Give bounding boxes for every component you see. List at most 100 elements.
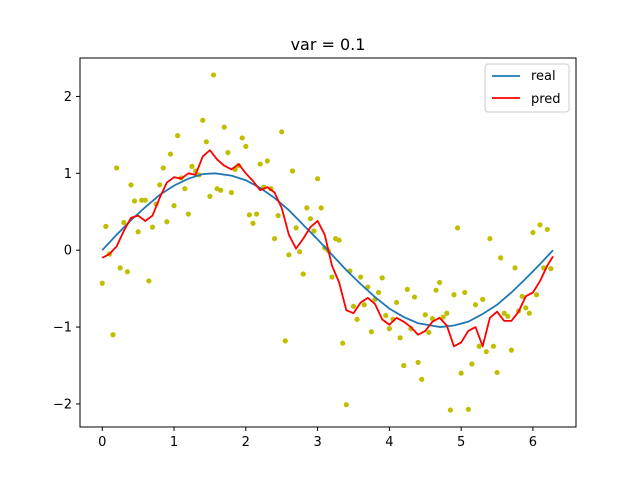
scatter-point bbox=[386, 326, 392, 332]
scatter-point bbox=[548, 266, 554, 272]
plot-frame bbox=[79, 57, 577, 428]
scatter-point bbox=[447, 407, 453, 413]
legend-label-pred: pred bbox=[531, 92, 561, 107]
scatter-point bbox=[519, 293, 525, 299]
scatter-point bbox=[149, 224, 156, 230]
scatter-point bbox=[142, 197, 148, 203]
scatter-point bbox=[523, 305, 529, 311]
scatter-point bbox=[257, 161, 263, 167]
scatter-point bbox=[297, 249, 303, 255]
scatter-point bbox=[469, 361, 475, 367]
scatter-point bbox=[437, 279, 443, 286]
scatter-point bbox=[480, 296, 486, 302]
y-tick-label: −1 bbox=[53, 321, 72, 336]
scatter-point bbox=[508, 347, 514, 353]
series-line-pred bbox=[101, 149, 554, 348]
scatter-point bbox=[103, 223, 109, 229]
scatter-point bbox=[289, 168, 296, 174]
scatter-point bbox=[210, 72, 217, 78]
scatter-point bbox=[318, 205, 324, 211]
scatter-point bbox=[454, 225, 461, 231]
scatter-point bbox=[415, 359, 421, 366]
scatter-point bbox=[505, 313, 511, 319]
scatter-point bbox=[99, 280, 105, 286]
scatter-point bbox=[494, 369, 500, 376]
scatter-point bbox=[293, 225, 299, 231]
x-tick-label: 3 bbox=[313, 435, 321, 450]
scatter-point bbox=[253, 211, 260, 217]
scatter-point bbox=[376, 289, 382, 296]
scatter-point bbox=[512, 265, 518, 271]
scatter-point bbox=[114, 165, 120, 171]
scatter-point bbox=[311, 228, 317, 234]
scatter-point bbox=[160, 165, 166, 171]
scatter-point bbox=[526, 310, 532, 316]
scatter-point bbox=[426, 329, 432, 336]
scatter-point bbox=[340, 340, 346, 346]
scatter-point bbox=[146, 278, 152, 284]
scatter-point bbox=[358, 274, 364, 280]
x-tick-label: 1 bbox=[170, 435, 178, 450]
scatter-point bbox=[440, 314, 446, 320]
scatter-point bbox=[537, 222, 543, 228]
scatter-point bbox=[175, 133, 181, 139]
scatter-point bbox=[383, 312, 389, 319]
real-layer bbox=[101, 172, 554, 328]
scatter-point bbox=[307, 216, 314, 222]
scatter-point bbox=[501, 310, 507, 316]
scatter-point bbox=[135, 229, 141, 235]
legend: real pred bbox=[484, 63, 570, 113]
scatter-point bbox=[533, 292, 540, 298]
scatter-point bbox=[203, 139, 209, 145]
scatter-point bbox=[157, 182, 163, 188]
y-tick-label: −2 bbox=[53, 397, 72, 412]
scatter-point bbox=[476, 343, 482, 349]
scatter-point bbox=[275, 212, 281, 219]
scatter-point bbox=[225, 149, 231, 156]
x-tick-label: 4 bbox=[385, 435, 393, 450]
scatter-point bbox=[422, 312, 428, 318]
scatter-point bbox=[250, 220, 256, 226]
scatter-point bbox=[401, 362, 407, 369]
legend-label-real: real bbox=[531, 69, 556, 84]
scatter-point bbox=[472, 302, 479, 308]
scatter-point bbox=[300, 271, 306, 277]
y-tick-label: 1 bbox=[64, 167, 72, 182]
scatter-point bbox=[350, 303, 357, 309]
x-axis: 0 1 2 3 4 5 6 bbox=[98, 427, 537, 450]
scatter-point bbox=[329, 274, 335, 280]
scatter-point bbox=[544, 226, 550, 233]
y-axis: −2 −1 0 1 2 bbox=[53, 90, 80, 412]
scatter-point bbox=[200, 117, 206, 123]
scatter-point bbox=[264, 158, 270, 164]
y-tick-label: 0 bbox=[64, 244, 72, 259]
scatter-point bbox=[465, 406, 471, 412]
scatter-point bbox=[458, 370, 464, 376]
scatter-point bbox=[243, 143, 249, 150]
scatter-point bbox=[246, 212, 253, 218]
scatter-point bbox=[171, 203, 177, 209]
scatter-point bbox=[279, 129, 285, 135]
scatter-point bbox=[393, 299, 400, 306]
scatter-point bbox=[411, 294, 418, 300]
scatter-point bbox=[121, 219, 127, 226]
x-tick-label: 0 bbox=[98, 435, 106, 450]
scatter-point bbox=[218, 187, 224, 193]
scatter-point bbox=[379, 275, 385, 281]
scatter-point bbox=[354, 316, 360, 322]
pred-layer bbox=[101, 149, 554, 348]
plot-area bbox=[79, 57, 577, 428]
x-tick-label: 6 bbox=[529, 435, 537, 450]
scatter-point bbox=[444, 310, 450, 316]
scatter-point bbox=[131, 198, 138, 204]
series-line-real bbox=[101, 172, 554, 328]
scatter-point bbox=[117, 265, 123, 271]
scatter-point bbox=[221, 124, 227, 130]
scatter-point bbox=[462, 289, 468, 296]
scatter-point bbox=[207, 193, 213, 199]
scatter-point bbox=[164, 219, 170, 225]
y-tick-label: 2 bbox=[64, 90, 72, 105]
scatter-point bbox=[167, 151, 174, 157]
scatter-point bbox=[314, 176, 321, 182]
scatter-point bbox=[110, 332, 116, 338]
